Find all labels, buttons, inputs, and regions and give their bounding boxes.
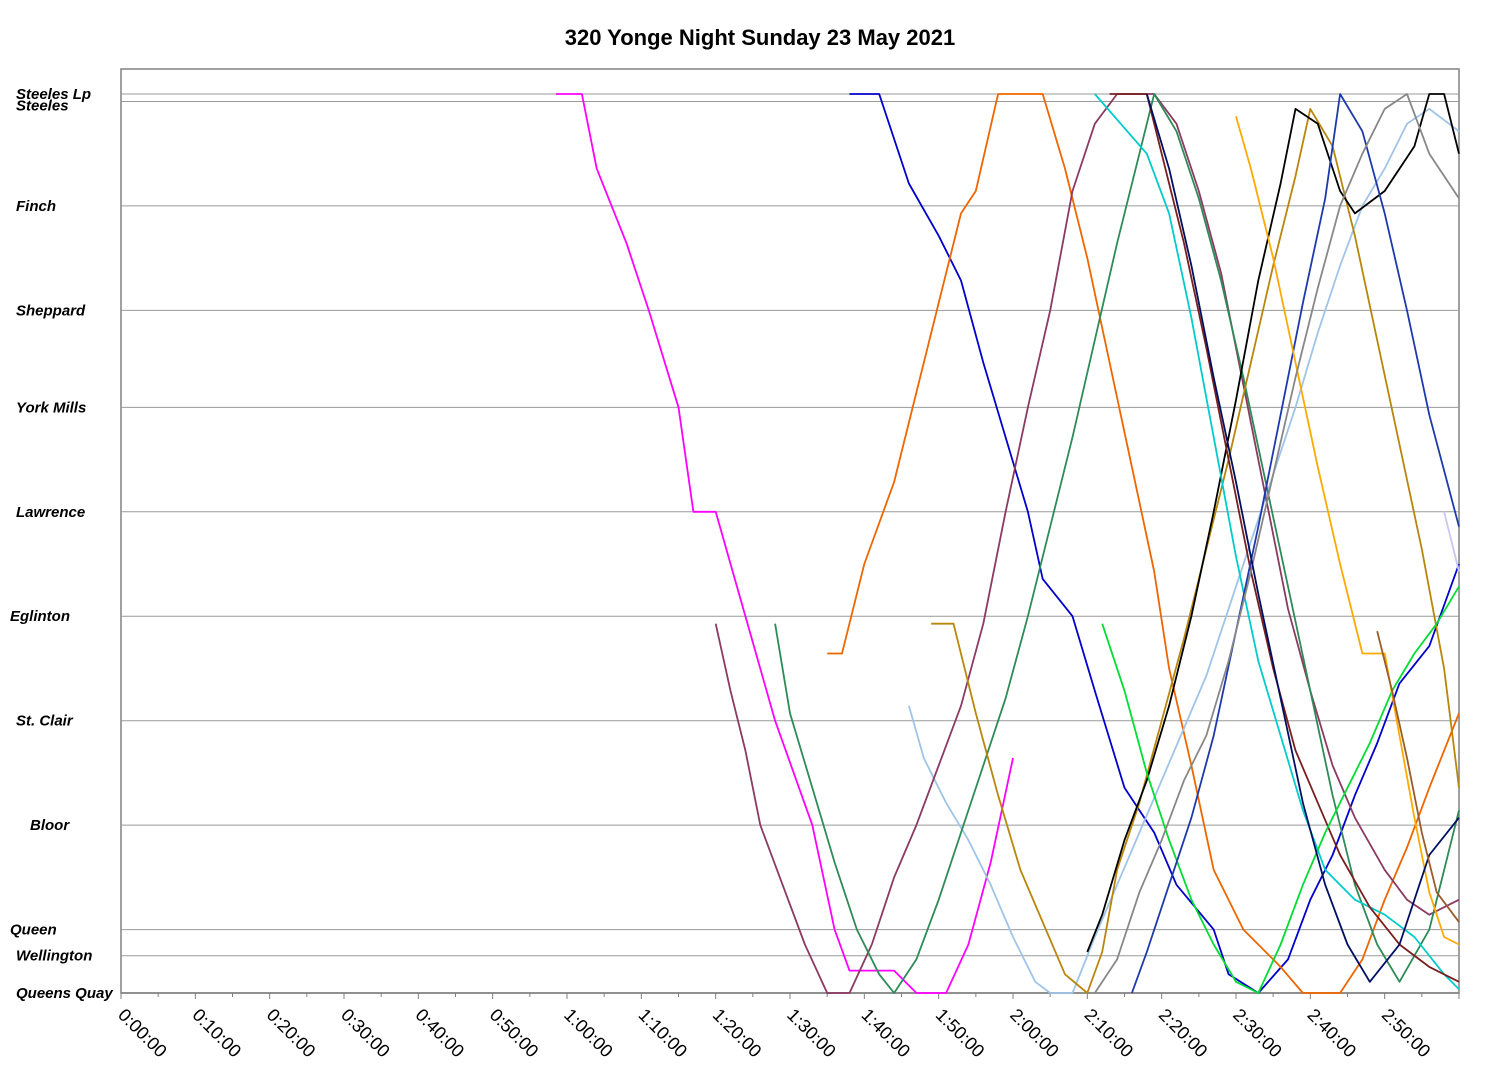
stop-label: Steeles Lp (16, 86, 91, 103)
stop-label: York Mills (16, 399, 86, 416)
trip-line (1443, 511, 1460, 572)
stop-label: Finch (16, 198, 56, 215)
chart-title: 320 Yonge Night Sunday 23 May 2021 (565, 25, 955, 50)
stop-label: Queens Quay (16, 985, 113, 1002)
stop-label: St. Clair (16, 713, 74, 730)
x-tick-label: 2:00:00 (1006, 1005, 1063, 1062)
x-tick-label: 1:00:00 (560, 1005, 617, 1062)
x-tick-label: 1:40:00 (858, 1005, 915, 1062)
x-tick-label: 0:30:00 (337, 1005, 394, 1062)
plot-area (120, 68, 1460, 994)
x-axis: 0:00:00 0:10:00 0:20:00 0:30:00 0:40:00 0:50:… (114, 992, 1460, 1062)
trip-lines (555, 93, 1460, 994)
trip-line (1094, 93, 1460, 994)
x-tick-label: 2:40:00 (1304, 1005, 1361, 1062)
stop-label: Lawrence (16, 504, 85, 521)
trip-line (908, 108, 1460, 994)
x-tick-label: 2:50:00 (1378, 1005, 1435, 1062)
trip-line (1101, 585, 1460, 994)
stop-label: Eglinton (10, 608, 70, 625)
x-tick-label: 2:10:00 (1081, 1005, 1138, 1062)
trip-line (1376, 630, 1460, 923)
x-tick-label: 1:10:00 (635, 1005, 692, 1062)
trip-line (1235, 116, 1460, 946)
x-tick-label: 1:20:00 (709, 1005, 766, 1062)
gridlines (121, 93, 1459, 957)
trip-line (1145, 93, 1460, 983)
stop-label: Bloor (30, 817, 70, 834)
trip-line (849, 93, 1460, 994)
x-tick-label: 0:40:00 (412, 1005, 469, 1062)
stop-label: Wellington (16, 948, 92, 965)
x-tick-label: 0:20:00 (263, 1005, 320, 1062)
trip-line (555, 93, 1014, 994)
x-tick-label: 2:30:00 (1229, 1005, 1286, 1062)
trip-line (827, 93, 1460, 994)
trip-line (774, 93, 1460, 994)
x-tick-label: 1:50:00 (932, 1005, 989, 1062)
trip-line (714, 93, 1460, 994)
x-tick-label: 0:10:00 (189, 1005, 246, 1062)
stop-label: Queen (10, 922, 57, 939)
stop-label: Steeles (16, 97, 69, 114)
x-tick-label: 2:20:00 (1155, 1005, 1212, 1062)
trip-line (1131, 93, 1460, 994)
trip-line (931, 108, 1460, 994)
stop-label: Sheppard (16, 302, 86, 319)
x-tick-label: 0:50:00 (486, 1005, 543, 1062)
x-tick-label: 0:00:00 (114, 1005, 171, 1062)
x-tick-label: 1:30:00 (783, 1005, 840, 1062)
trip-line (1109, 93, 1460, 983)
trip-line (1086, 93, 1460, 953)
